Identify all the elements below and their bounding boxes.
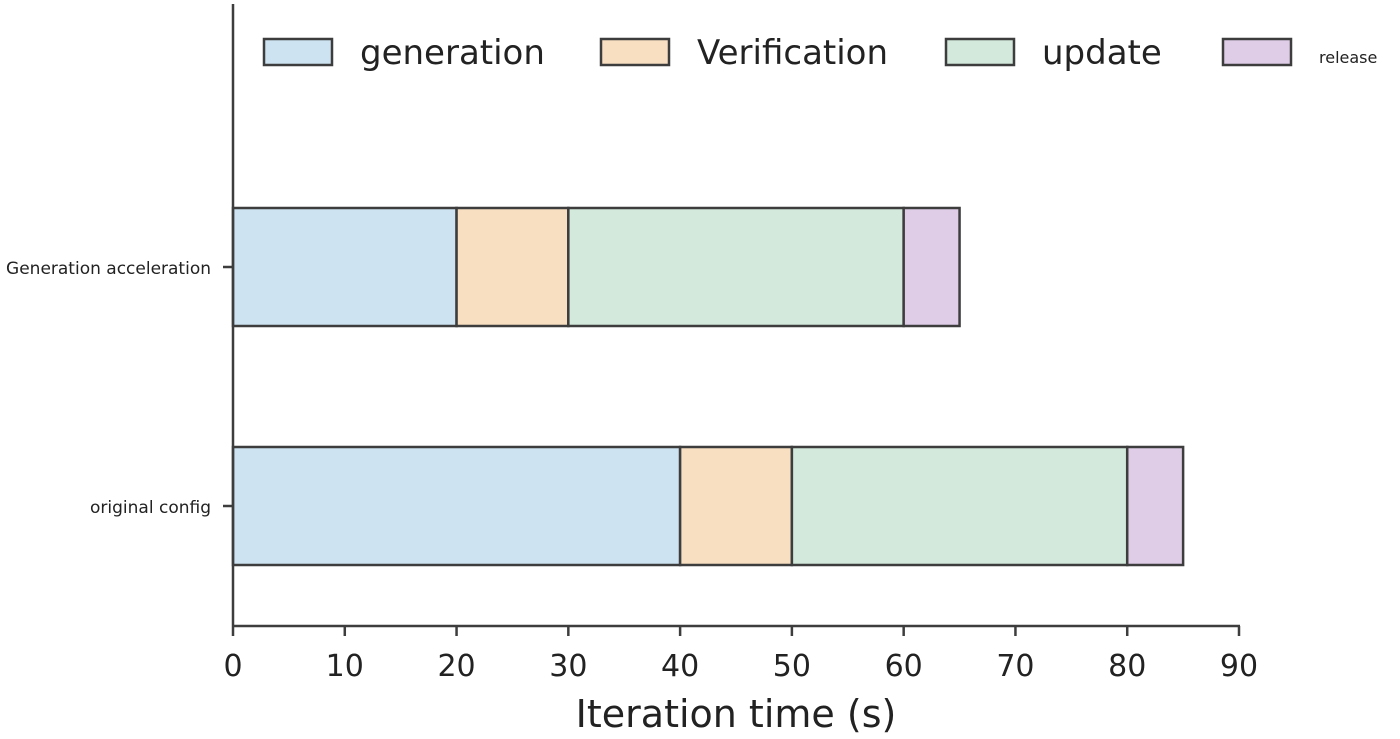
bar-segment-update-1 <box>790 445 1129 567</box>
x-tick-label: 80 <box>1108 649 1146 684</box>
legend-swatch-release <box>1221 37 1293 67</box>
bar-segment-release-1 <box>1125 445 1185 567</box>
legend-label-update: update <box>1042 33 1162 73</box>
x-tick-label: 0 <box>223 649 242 684</box>
legend-swatch-verification <box>599 37 671 67</box>
x-tick-label: 50 <box>773 649 811 684</box>
y-tick-label: Generation acceleration <box>6 259 211 279</box>
y-tick-label: original config <box>90 498 211 518</box>
bar-segment-release-0 <box>902 206 961 328</box>
x-tick-label: 70 <box>996 649 1034 684</box>
x-tick-label: 30 <box>549 649 587 684</box>
legend-swatch-update <box>944 37 1016 67</box>
bar-segment-verification-1 <box>678 445 794 567</box>
legend: generation Verification update release <box>262 33 1377 73</box>
x-tick-label: 40 <box>661 649 699 684</box>
x-tick-label: 90 <box>1220 649 1258 684</box>
bar-segment-generation-1 <box>231 445 682 567</box>
x-ticks: 0 10 20 30 40 50 60 70 80 90 <box>223 626 1258 684</box>
legend-swatch-generation <box>262 37 334 67</box>
x-tick-label: 20 <box>437 649 475 684</box>
y-ticks: Generation acceleration original config <box>6 259 233 518</box>
bar-segment-generation-0 <box>231 206 458 328</box>
legend-label-release: release <box>1319 48 1377 67</box>
bar-segment-update-0 <box>567 206 905 328</box>
axes <box>231 4 1240 628</box>
bar-segment-verification-0 <box>455 206 570 328</box>
x-axis-label: Iteration time (s) <box>576 692 897 736</box>
legend-label-verification: Verification <box>697 33 888 73</box>
x-tick-label: 10 <box>326 649 364 684</box>
bars <box>231 206 1185 567</box>
legend-label-generation: generation <box>360 33 545 73</box>
x-tick-label: 60 <box>885 649 923 684</box>
